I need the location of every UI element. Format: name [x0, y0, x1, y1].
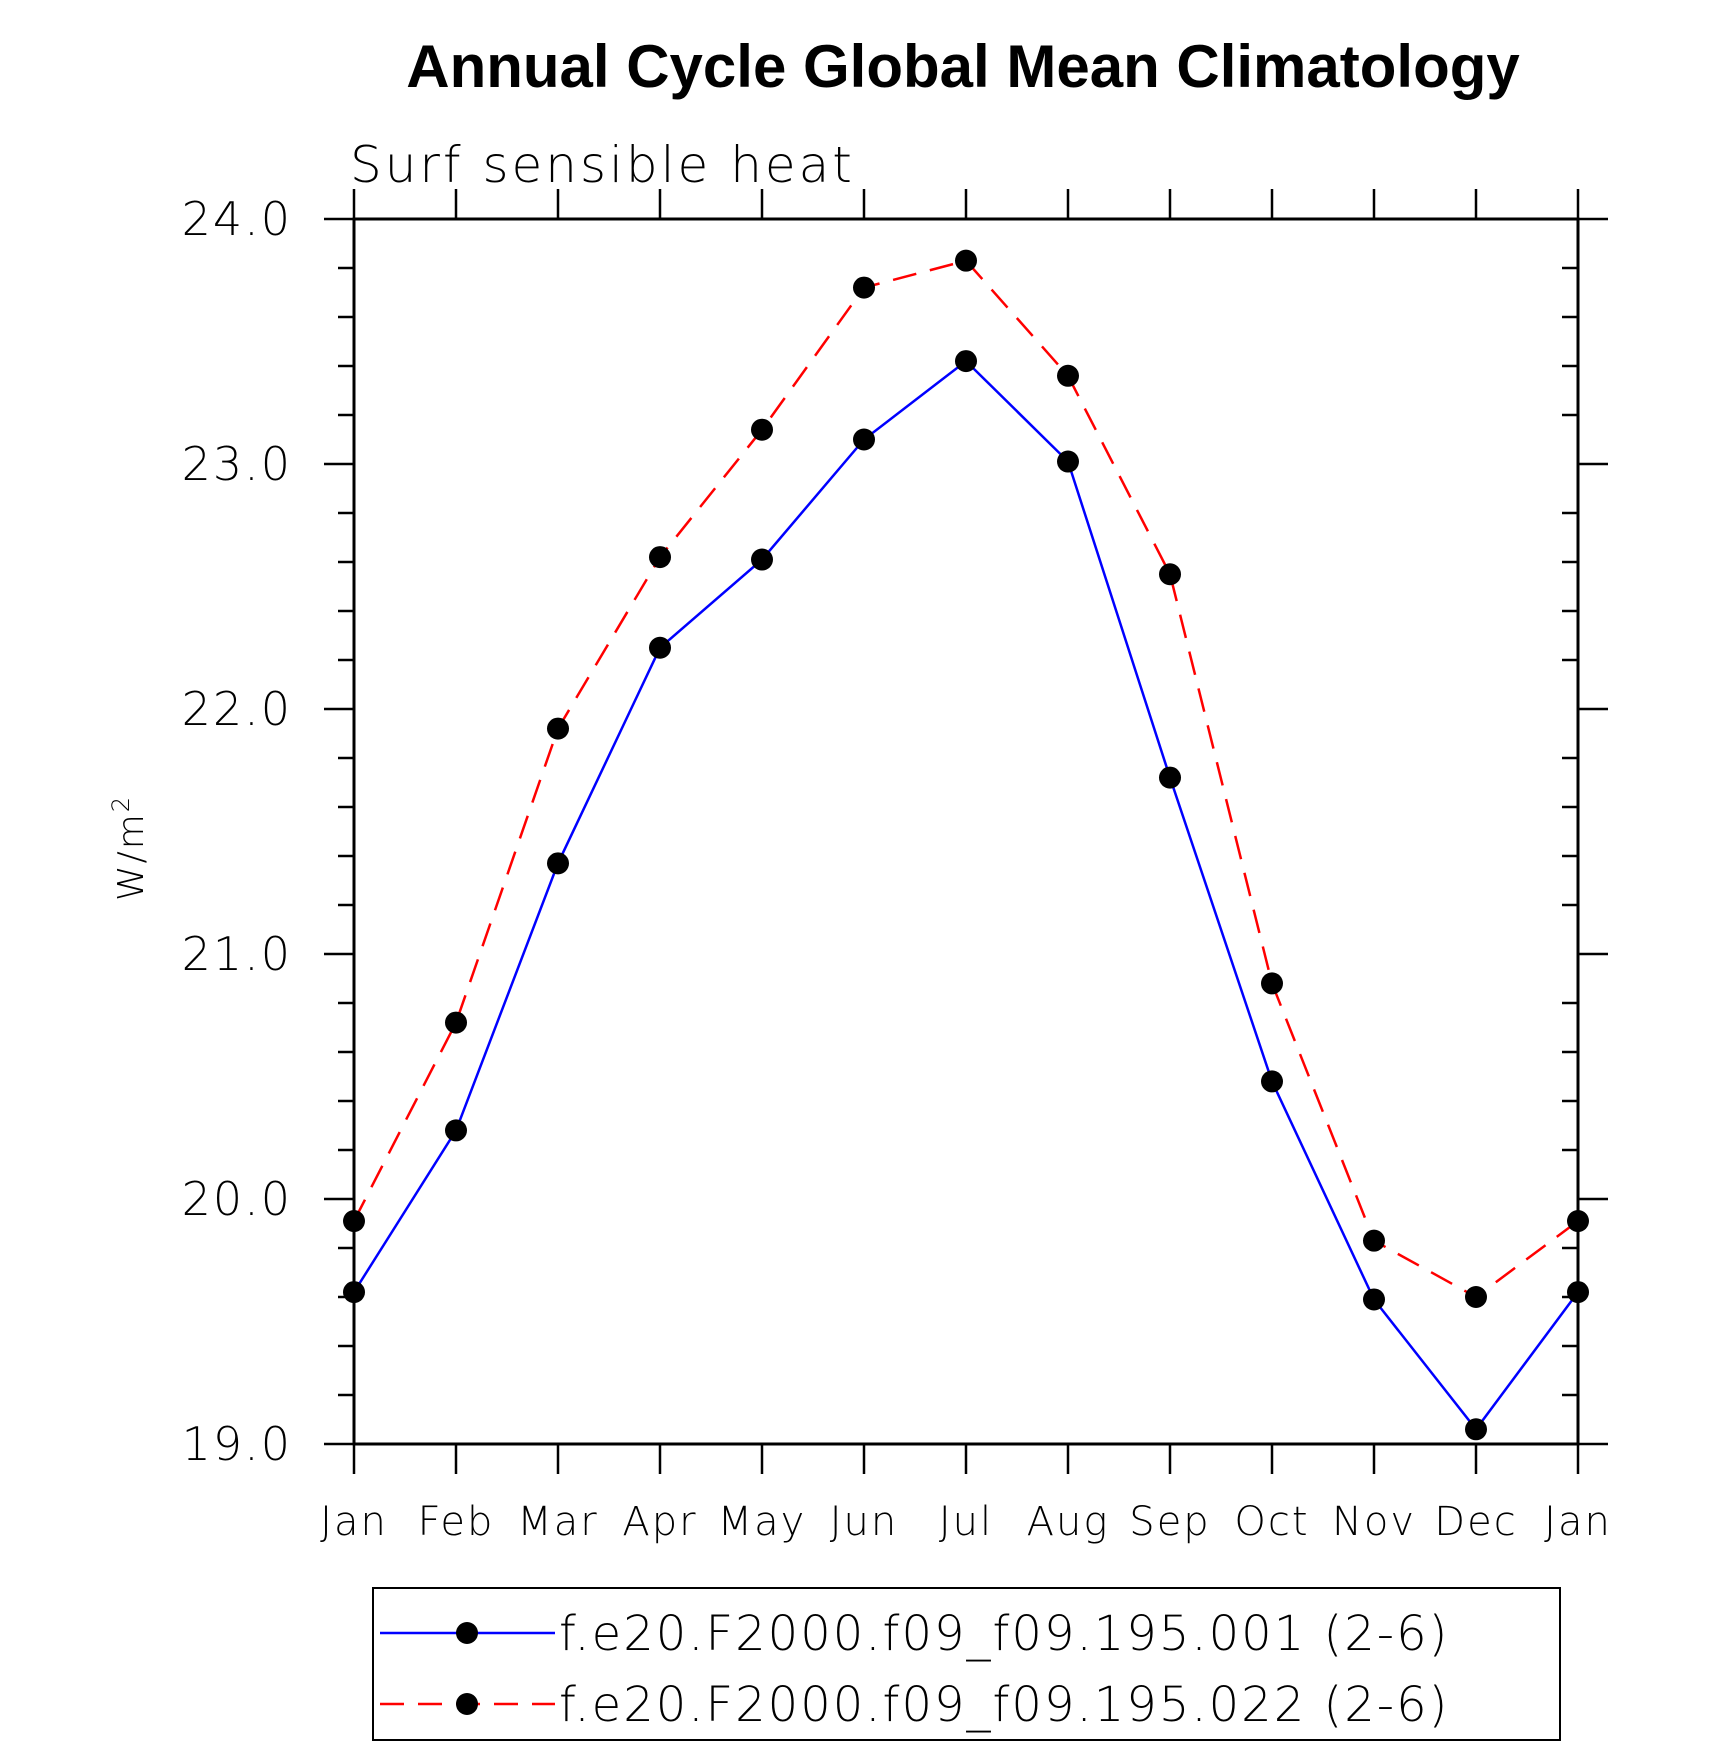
legend-label-series-2: f.e20.F2000.f09_f09.195.022 (2-6): [559, 1677, 1449, 1733]
legend: f.e20.F2000.f09_f09.195.001 (2-6) f.e20.…: [372, 1587, 1561, 1741]
plot-frame: [352, 217, 1580, 1446]
x-tick-label: Apr: [622, 1499, 697, 1545]
series-2-point: [1465, 1286, 1487, 1308]
y-tick-label: 24.0: [182, 192, 292, 246]
series-1-point: [853, 428, 875, 451]
y-tick-label: 22.0: [182, 682, 292, 736]
x-tick-label: Feb: [418, 1499, 495, 1545]
chart-title: Annual Cycle Global Mean Climatology: [406, 33, 1520, 100]
series-2-point: [1261, 972, 1283, 995]
series-2-point: [1363, 1229, 1385, 1252]
series-2-point: [547, 717, 569, 740]
x-tick-label: Dec: [1434, 1499, 1517, 1545]
x-tick-label: May: [718, 1499, 807, 1545]
series-1-point: [1567, 1281, 1589, 1304]
series-line-2: [352, 259, 1579, 1299]
y-tick-label: 19.0: [182, 1417, 292, 1471]
series-1-point: [751, 548, 773, 571]
series-2-point: [1057, 364, 1079, 387]
y-axis-label: W/m2: [107, 795, 152, 901]
series-layer: [343, 249, 1589, 1441]
series-1-point: [955, 350, 977, 373]
x-tick-label: Sep: [1129, 1499, 1210, 1545]
plot-axes: [352, 217, 1580, 1446]
legend-marker-series-1: [456, 1622, 478, 1644]
series-1-point: [547, 852, 569, 875]
series-1-point: [1261, 1070, 1283, 1093]
series-1-point: [1363, 1288, 1385, 1311]
legend-marker-series-2: [456, 1693, 478, 1715]
x-tick-label: Oct: [1234, 1499, 1309, 1545]
axis-ticks: 19.0 20.0 21.0 22.0 23.0 24.0 Jan Feb Mar Apr May J…: [182, 189, 1612, 1545]
x-tick-label: Jun: [830, 1499, 899, 1545]
series-2-point: [1567, 1210, 1589, 1233]
series-2-point: [445, 1011, 467, 1034]
x-tick-label: Jul: [939, 1499, 993, 1545]
series-1-point: [1057, 450, 1079, 473]
series-1-point: [1465, 1418, 1487, 1441]
series-1-point: [649, 636, 671, 659]
series-1-point: [445, 1119, 467, 1142]
x-tick-label: Jan: [320, 1499, 388, 1545]
y-tick-label: 23.0: [182, 437, 292, 491]
chart-subtitle: Surf sensible heat: [350, 136, 855, 194]
x-tick-label: Aug: [1027, 1499, 1110, 1545]
y-axis-label-text: W/m: [111, 812, 152, 901]
series-2-point: [343, 1210, 365, 1233]
x-tick-label: Mar: [517, 1499, 598, 1545]
legend-box: [372, 1587, 1561, 1741]
series-2-point: [853, 276, 875, 299]
y-tick-label: 20.0: [182, 1172, 292, 1226]
legend-label-series-1: f.e20.F2000.f09_f09.195.001 (2-6): [559, 1606, 1449, 1662]
series-2-point: [649, 546, 671, 569]
series-1-point: [343, 1281, 365, 1304]
series-2-point: [751, 418, 773, 441]
series-2-point: [955, 249, 977, 272]
y-tick-label: 21.0: [182, 927, 292, 981]
x-tick-label: Jan: [1544, 1499, 1612, 1545]
series-2-point: [1159, 563, 1181, 586]
x-tick-label: Nov: [1332, 1499, 1416, 1545]
series-1-point: [1159, 766, 1181, 789]
y-axis-label-superscript: 2: [107, 795, 135, 812]
series-line-1: [352, 359, 1580, 1432]
